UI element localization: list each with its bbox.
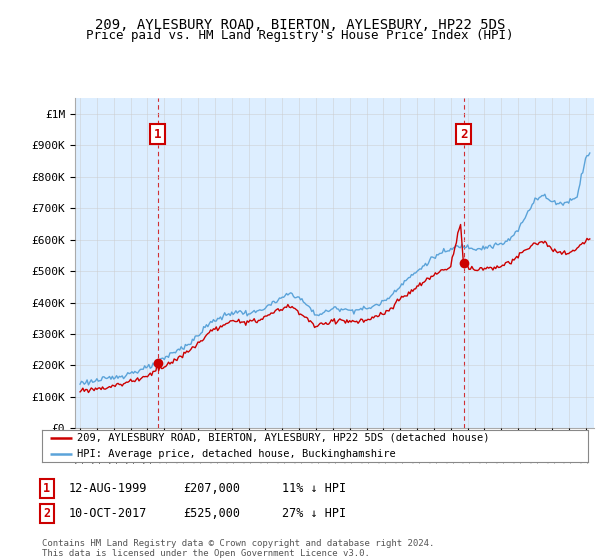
Text: 1: 1 [154,128,161,141]
Text: 12-AUG-1999: 12-AUG-1999 [69,482,148,495]
Text: 209, AYLESBURY ROAD, BIERTON, AYLESBURY, HP22 5DS (detached house): 209, AYLESBURY ROAD, BIERTON, AYLESBURY,… [77,433,490,442]
Text: 2: 2 [43,507,50,520]
Text: 11% ↓ HPI: 11% ↓ HPI [282,482,346,495]
Text: £525,000: £525,000 [183,507,240,520]
Text: Contains HM Land Registry data © Crown copyright and database right 2024.
This d: Contains HM Land Registry data © Crown c… [42,539,434,558]
Text: Price paid vs. HM Land Registry's House Price Index (HPI): Price paid vs. HM Land Registry's House … [86,29,514,42]
Text: HPI: Average price, detached house, Buckinghamshire: HPI: Average price, detached house, Buck… [77,449,396,459]
Text: 27% ↓ HPI: 27% ↓ HPI [282,507,346,520]
Text: 209, AYLESBURY ROAD, BIERTON, AYLESBURY, HP22 5DS: 209, AYLESBURY ROAD, BIERTON, AYLESBURY,… [95,18,505,32]
Text: 10-OCT-2017: 10-OCT-2017 [69,507,148,520]
Text: £207,000: £207,000 [183,482,240,495]
Text: 2: 2 [460,128,467,141]
Text: 1: 1 [43,482,50,495]
